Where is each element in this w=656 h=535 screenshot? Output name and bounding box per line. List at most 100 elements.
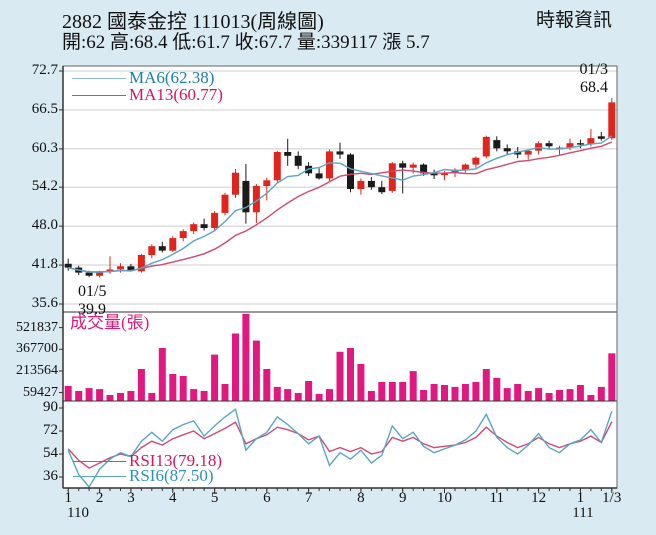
- x-axis-year-start: 110: [67, 505, 89, 521]
- candle: [106, 269, 114, 272]
- x-axis-month-label: 3: [127, 490, 135, 506]
- price-axis-label: 54.2: [31, 178, 58, 195]
- candle: [294, 155, 302, 166]
- candle: [158, 246, 166, 251]
- volume-bar: [305, 381, 313, 401]
- volume-bar: [514, 384, 522, 401]
- trough-annotation-value: 39.9: [78, 300, 106, 318]
- candle: [367, 180, 375, 188]
- candle: [399, 163, 407, 168]
- volume-bar: [461, 384, 469, 401]
- volume-bar: [200, 391, 208, 401]
- x-axis-month-label: 12: [531, 490, 547, 506]
- volume-bar: [169, 374, 177, 401]
- volume-bar: [242, 313, 250, 401]
- volume-bar: [221, 384, 229, 401]
- rsi-axis-label: 54: [43, 445, 58, 461]
- ohlc-info-line: 開:62 高:68.4 低:61.7 收:67.7 量:339117 漲 5.7: [62, 32, 430, 53]
- x-axis-month-label: 5: [210, 490, 219, 506]
- candle: [503, 148, 511, 152]
- peak-annotation: 01/3 68.4: [500, 61, 608, 96]
- candle: [263, 180, 271, 186]
- volume-bar: [597, 386, 605, 401]
- volume-bar: [190, 389, 198, 401]
- candle: [232, 172, 239, 195]
- volume-bar: [535, 388, 543, 401]
- price-axis-label: 66.5: [31, 100, 58, 117]
- rsi-axis-label: 72: [43, 422, 58, 438]
- volume-bar: [326, 389, 333, 401]
- volume-bar: [441, 385, 448, 401]
- volume-bar: [493, 377, 501, 401]
- candle: [524, 150, 532, 155]
- volume-bar: [566, 389, 574, 401]
- ma6-legend-swatch: [72, 78, 126, 79]
- x-axis-month-label: 1: [576, 490, 585, 506]
- candle: [200, 224, 208, 228]
- rsi6-legend-swatch: [73, 476, 126, 477]
- candle: [190, 224, 198, 232]
- candle: [96, 272, 104, 276]
- price-axis-label: 48.0: [31, 217, 58, 234]
- candle: [85, 272, 93, 276]
- volume-bar: [127, 391, 135, 401]
- candle: [211, 212, 219, 228]
- volume-axis-label: 367700: [16, 341, 58, 357]
- candle: [169, 238, 177, 251]
- x-axis-year-end: 111: [572, 505, 594, 521]
- volume-bar: [232, 333, 239, 401]
- x-axis-month-label: 11: [489, 490, 504, 506]
- x-axis-month-label: 7: [304, 490, 313, 506]
- volume-bar: [294, 393, 302, 401]
- price-axis-label: 35.6: [31, 294, 58, 311]
- candle: [388, 163, 396, 191]
- volume-axis-label: 213564: [16, 362, 58, 378]
- candle: [472, 157, 480, 165]
- candle: [461, 164, 469, 170]
- candle: [441, 172, 448, 176]
- x-axis-month-label: 8: [357, 490, 365, 506]
- page-title: 2882 國泰金控 111013(周線圖): [62, 11, 324, 33]
- rsi13-legend-label: RSI13(79.18): [129, 451, 223, 470]
- candle: [127, 266, 135, 271]
- volume-bar: [117, 393, 124, 401]
- volume-bar: [158, 348, 166, 401]
- trough-annotation-date: 01/5: [78, 283, 107, 300]
- volume-bar: [137, 369, 145, 401]
- volume-bar: [273, 386, 281, 401]
- volume-bar: [75, 391, 83, 401]
- volume-bar: [587, 395, 595, 401]
- candle: [608, 102, 616, 139]
- candle: [284, 152, 292, 156]
- candle: [315, 173, 323, 179]
- volume-bar: [347, 348, 354, 401]
- volume-bar: [556, 390, 563, 401]
- volume-bar: [399, 382, 407, 401]
- volume-bar: [420, 390, 428, 401]
- data-provider-label: 時報資訊: [535, 10, 612, 31]
- candle: [347, 154, 354, 189]
- volume-bar: [430, 384, 438, 401]
- volume-bar: [357, 364, 365, 401]
- volume-axis-label: 521837: [16, 319, 58, 335]
- volume-bar: [211, 354, 219, 401]
- candle: [357, 180, 365, 190]
- x-axis-month-label: 9: [398, 490, 407, 506]
- candle: [482, 136, 490, 157]
- x-axis-month-label: 1/3: [602, 490, 622, 506]
- x-axis-month-label: 6: [263, 490, 271, 506]
- volume-bar: [148, 393, 156, 401]
- x-axis-month-label: 1: [64, 490, 72, 506]
- volume-bar: [409, 371, 417, 401]
- candle: [514, 151, 522, 155]
- ma6-legend-label: MA6(62.38): [129, 68, 215, 87]
- volume-bar: [524, 391, 532, 401]
- volume-panel-title: 成交量(張): [70, 313, 150, 332]
- volume-bar: [482, 369, 490, 401]
- rsi-axis-label: 36: [43, 468, 58, 484]
- candle: [597, 136, 605, 139]
- candle: [545, 143, 553, 147]
- candle: [587, 138, 595, 145]
- volume-bar: [545, 393, 553, 401]
